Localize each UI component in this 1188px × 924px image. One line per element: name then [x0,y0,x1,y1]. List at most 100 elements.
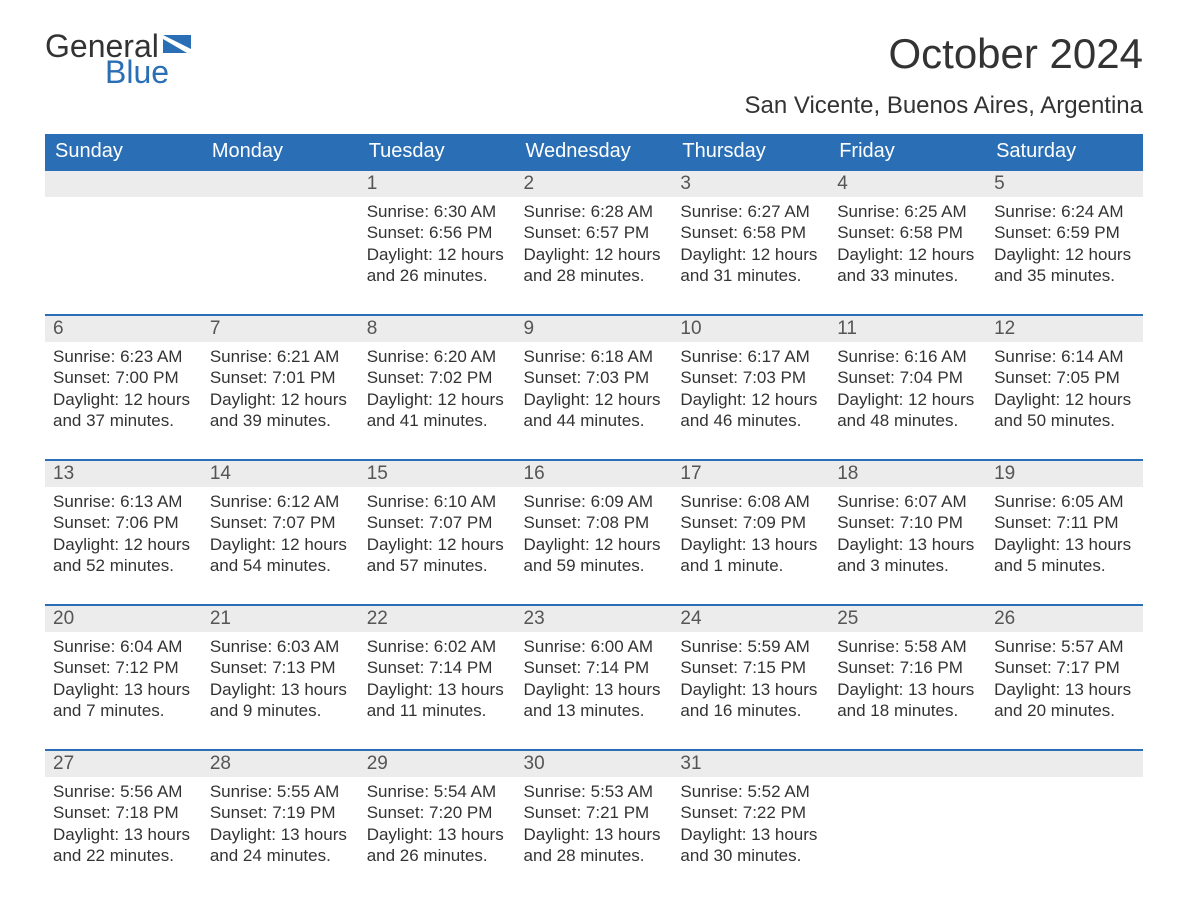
day-cell: 30Sunrise: 5:53 AMSunset: 7:21 PMDayligh… [516,749,673,894]
daylight2-text: and 52 minutes. [53,555,194,576]
day-number: 2 [516,169,673,197]
day-number: 30 [516,749,673,777]
sunrise-text: Sunrise: 5:57 AM [994,636,1135,657]
sunset-text: Sunset: 7:14 PM [367,657,508,678]
sunrise-text: Sunrise: 6:09 AM [524,491,665,512]
week-number-row: 27Sunrise: 5:56 AMSunset: 7:18 PMDayligh… [45,749,1143,894]
sunset-text: Sunset: 7:03 PM [680,367,821,388]
sunrise-text: Sunrise: 5:59 AM [680,636,821,657]
daylight1-text: Daylight: 13 hours [994,679,1135,700]
day-body: Sunrise: 6:27 AMSunset: 6:58 PMDaylight:… [672,197,829,314]
day-body [986,777,1143,877]
day-number: 5 [986,169,1143,197]
sunset-text: Sunset: 7:03 PM [524,367,665,388]
day-number [45,169,202,197]
day-body: Sunrise: 5:52 AMSunset: 7:22 PMDaylight:… [672,777,829,894]
logo: General Blue [45,30,195,88]
page-title: October 2024 [888,30,1143,78]
daylight1-text: Daylight: 12 hours [53,389,194,410]
daylight1-text: Daylight: 13 hours [210,679,351,700]
day-number: 24 [672,604,829,632]
day-cell: 5Sunrise: 6:24 AMSunset: 6:59 PMDaylight… [986,169,1143,314]
day-cell: 26 Sunrise: 5:57 AMSunset: 7:17 PMDayligh… [986,604,1143,749]
sunrise-text: Sunrise: 6:30 AM [367,201,508,222]
daylight1-text: Daylight: 12 hours [53,534,194,555]
daylight1-text: Daylight: 12 hours [367,534,508,555]
day-number: 1 [359,169,516,197]
sunset-text: Sunset: 7:17 PM [994,657,1135,678]
daylight1-text: Daylight: 13 hours [53,824,194,845]
sunset-text: Sunset: 7:20 PM [367,802,508,823]
day-number: 9 [516,314,673,342]
daylight2-text: and 28 minutes. [524,845,665,866]
sunset-text: Sunset: 7:14 PM [524,657,665,678]
daylight1-text: Daylight: 12 hours [837,244,978,265]
daylight1-text: Daylight: 13 hours [680,824,821,845]
sunset-text: Sunset: 6:58 PM [680,222,821,243]
sunset-text: Sunset: 7:12 PM [53,657,194,678]
sunrise-text: Sunrise: 6:18 AM [524,346,665,367]
day-cell: 31Sunrise: 5:52 AMSunset: 7:22 PMDayligh… [672,749,829,894]
sunset-text: Sunset: 7:08 PM [524,512,665,533]
daylight1-text: Daylight: 13 hours [524,824,665,845]
daylight1-text: Daylight: 12 hours [367,389,508,410]
sunset-text: Sunset: 6:56 PM [367,222,508,243]
day-cell: 18Sunrise: 6:07 AMSunset: 7:10 PMDayligh… [829,459,986,604]
sunrise-text: Sunrise: 6:08 AM [680,491,821,512]
day-header: Tuesday [359,134,516,169]
sunset-text: Sunset: 7:09 PM [680,512,821,533]
day-cell: 29Sunrise: 5:54 AMSunset: 7:20 PMDayligh… [359,749,516,894]
daylight1-text: Daylight: 13 hours [837,679,978,700]
day-cell: 11Sunrise: 6:16 AMSunset: 7:04 PMDayligh… [829,314,986,459]
day-number: 13 [45,459,202,487]
day-body: Sunrise: 6:20 AMSunset: 7:02 PMDaylight:… [359,342,516,459]
day-number: 26 [986,604,1143,632]
day-body: Sunrise: 6:00 AMSunset: 7:14 PMDaylight:… [516,632,673,749]
sunrise-text: Sunrise: 5:54 AM [367,781,508,802]
sunset-text: Sunset: 7:02 PM [367,367,508,388]
day-body: Sunrise: 6:28 AMSunset: 6:57 PMDaylight:… [516,197,673,314]
sunset-text: Sunset: 7:00 PM [53,367,194,388]
daylight2-text: and 54 minutes. [210,555,351,576]
daylight1-text: Daylight: 12 hours [680,389,821,410]
day-cell: 2Sunrise: 6:28 AMSunset: 6:57 PMDaylight… [516,169,673,314]
day-number: 11 [829,314,986,342]
daylight2-text: and 57 minutes. [367,555,508,576]
calendar-table: SundayMondayTuesdayWednesdayThursdayFrid… [45,134,1143,894]
sunrise-text: Sunrise: 6:21 AM [210,346,351,367]
day-cell: 25Sunrise: 5:58 AMSunset: 7:16 PMDayligh… [829,604,986,749]
day-body: Sunrise: 6:09 AMSunset: 7:08 PMDaylight:… [516,487,673,604]
day-body: Sunrise: 6:14 AMSunset: 7:05 PMDaylight:… [986,342,1143,459]
day-body: Sunrise: 6:23 AMSunset: 7:00 PMDaylight:… [45,342,202,459]
sunset-text: Sunset: 7:04 PM [837,367,978,388]
logo-text-blue: Blue [105,56,195,88]
sunset-text: Sunset: 7:21 PM [524,802,665,823]
day-header: Saturday [986,134,1143,169]
daylight2-text: and 26 minutes. [367,845,508,866]
sunset-text: Sunset: 7:05 PM [994,367,1135,388]
day-body: Sunrise: 6:12 AMSunset: 7:07 PMDaylight:… [202,487,359,604]
day-number: 27 [45,749,202,777]
daylight2-text: and 37 minutes. [53,410,194,431]
daylight2-text: and 41 minutes. [367,410,508,431]
daylight2-text: and 44 minutes. [524,410,665,431]
day-number: 12 [986,314,1143,342]
daylight1-text: Daylight: 13 hours [837,534,978,555]
sunset-text: Sunset: 7:11 PM [994,512,1135,533]
day-body: Sunrise: 6:04 AMSunset: 7:12 PMDaylight:… [45,632,202,749]
day-number: 6 [45,314,202,342]
sunrise-text: Sunrise: 6:23 AM [53,346,194,367]
sunrise-text: Sunrise: 5:55 AM [210,781,351,802]
day-cell: 14Sunrise: 6:12 AMSunset: 7:07 PMDayligh… [202,459,359,604]
sunrise-text: Sunrise: 6:07 AM [837,491,978,512]
day-body [202,197,359,297]
daylight1-text: Daylight: 12 hours [524,244,665,265]
daylight2-text: and 59 minutes. [524,555,665,576]
sunset-text: Sunset: 7:07 PM [210,512,351,533]
day-number: 15 [359,459,516,487]
daylight1-text: Daylight: 13 hours [367,679,508,700]
daylight2-text: and 16 minutes. [680,700,821,721]
day-cell: 15Sunrise: 6:10 AMSunset: 7:07 PMDayligh… [359,459,516,604]
week-number-row: 13Sunrise: 6:13 AMSunset: 7:06 PMDayligh… [45,459,1143,604]
sunrise-text: Sunrise: 5:56 AM [53,781,194,802]
